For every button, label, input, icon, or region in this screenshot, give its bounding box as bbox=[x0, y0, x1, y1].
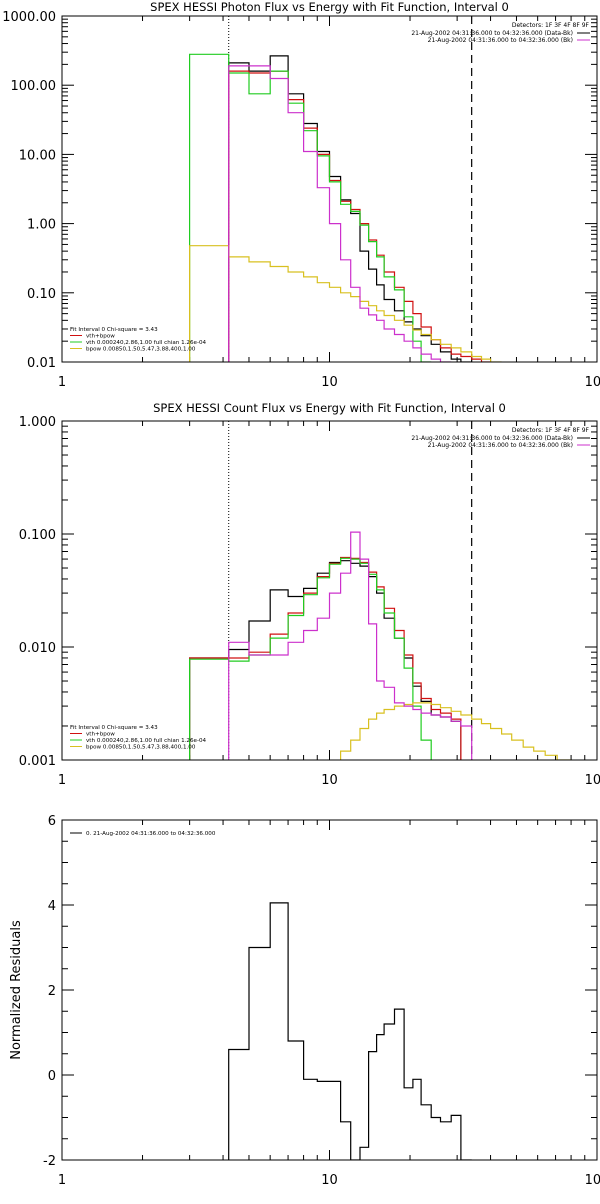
series-group bbox=[189, 531, 572, 760]
legend-left-entry: vth 0.000240,2.86,1.00 full chian 1.26e-… bbox=[86, 340, 207, 346]
y-tick-label: 4 bbox=[48, 899, 56, 914]
plot-frame bbox=[61, 420, 598, 761]
detectors-label: Detectors: 1F 3F 4F 8F 9F bbox=[512, 22, 590, 29]
y-tick-label: 0.100 bbox=[19, 528, 56, 543]
x-tick-label: 10 bbox=[321, 1173, 338, 1188]
x-tick-label: 1 bbox=[58, 773, 66, 788]
legend-right-entry: 21-Aug-2002 04:31:36.000 to 04:32:36.000… bbox=[411, 30, 573, 37]
x-tick-label: 1 bbox=[58, 1173, 66, 1188]
legend-left-entry: vth+bpow bbox=[86, 334, 115, 340]
legend-right-entry: 21-Aug-2002 04:31:36.000 to 04:32:36.000… bbox=[428, 442, 573, 449]
x-tick-label: 100 bbox=[585, 1173, 600, 1188]
y-tick-label: 0.010 bbox=[19, 641, 56, 656]
x-tick-label: 10 bbox=[321, 773, 338, 788]
legend-left-entry: vth 0.000240,2.86,1.00 full chian 1.26e-… bbox=[86, 738, 207, 744]
y-tick-label: 1.000 bbox=[19, 415, 56, 430]
chart-panel-2: SPEX HESSI Count Flux vs Energy with Fit… bbox=[19, 401, 600, 788]
series-bpow-histogram bbox=[189, 245, 502, 362]
y-tick-label: 100.00 bbox=[11, 79, 57, 94]
y-tick-label: 0 bbox=[48, 1069, 56, 1084]
legend-left-entry: Fit Interval 0 Chi-square = 3.43 bbox=[70, 725, 158, 731]
y-tick-label: 0.01 bbox=[27, 356, 56, 371]
x-tick-label: 10 bbox=[321, 375, 338, 390]
series-fit-histogram bbox=[228, 531, 473, 760]
chart-title: SPEX HESSI Photon Flux vs Energy with Fi… bbox=[150, 0, 509, 14]
series-group bbox=[228, 902, 472, 1160]
series-bpow-histogram bbox=[340, 702, 572, 760]
legend-left-entry: Fit Interval 0 Chi-square = 3.43 bbox=[70, 327, 158, 333]
series-total-histogram bbox=[189, 556, 462, 760]
x-tick-label: 100 bbox=[585, 375, 600, 390]
y-tick-label: 0.10 bbox=[27, 287, 56, 302]
legend-left-entry: bpow 0.00850,1.50,5.47,3.88,400,1.00 bbox=[86, 745, 196, 751]
detectors-label: Detectors: 1F 3F 4F 8F 9F bbox=[512, 427, 590, 434]
legend-left-entry: bpow 0.00850,1.50,5.47,3.88,400,1.00 bbox=[86, 347, 196, 353]
legend-right-entry: 21-Aug-2002 04:31:36.000 to 04:32:36.000… bbox=[428, 37, 573, 44]
series-group bbox=[189, 53, 502, 362]
y-tick-label: 2 bbox=[48, 984, 56, 999]
chart-panel-3: 1 10 100 -2 0 2 4 6 Normalized Residuals 0. 21-Au… bbox=[9, 814, 600, 1188]
plot-frame bbox=[61, 15, 598, 363]
y-tick-label: 1000.00 bbox=[2, 10, 56, 25]
chart-panel-1: SPEX HESSI Photon Flux vs Energy with Fi… bbox=[2, 0, 600, 390]
y-tick-label: 0.001 bbox=[19, 754, 56, 769]
chart-title: SPEX HESSI Count Flux vs Energy with Fit… bbox=[153, 401, 506, 415]
y-tick-label: 1.00 bbox=[27, 218, 56, 233]
x-tick-label: 1 bbox=[58, 375, 66, 390]
legend-left-entry: vth+bpow bbox=[86, 732, 115, 738]
series-vth-histogram bbox=[189, 53, 432, 362]
series-data-histogram bbox=[189, 560, 462, 760]
legend-right-entry: 21-Aug-2002 04:31:36.000 to 04:32:36.000… bbox=[411, 435, 573, 442]
y-tick-label: 6 bbox=[48, 814, 56, 829]
y-tick-label: 10.00 bbox=[19, 148, 56, 163]
x-tick-label: 100 bbox=[585, 773, 600, 788]
plot-frame bbox=[61, 819, 598, 1161]
legend-left-entry: 0. 21-Aug-2002 04:31:36.000 to 04:32:36.… bbox=[86, 831, 216, 837]
series-fit-histogram bbox=[228, 65, 452, 362]
y-axis-label: Normalized Residuals bbox=[9, 920, 24, 1060]
y-tick-label: -2 bbox=[43, 1154, 56, 1169]
series-data-histogram bbox=[228, 902, 472, 1160]
